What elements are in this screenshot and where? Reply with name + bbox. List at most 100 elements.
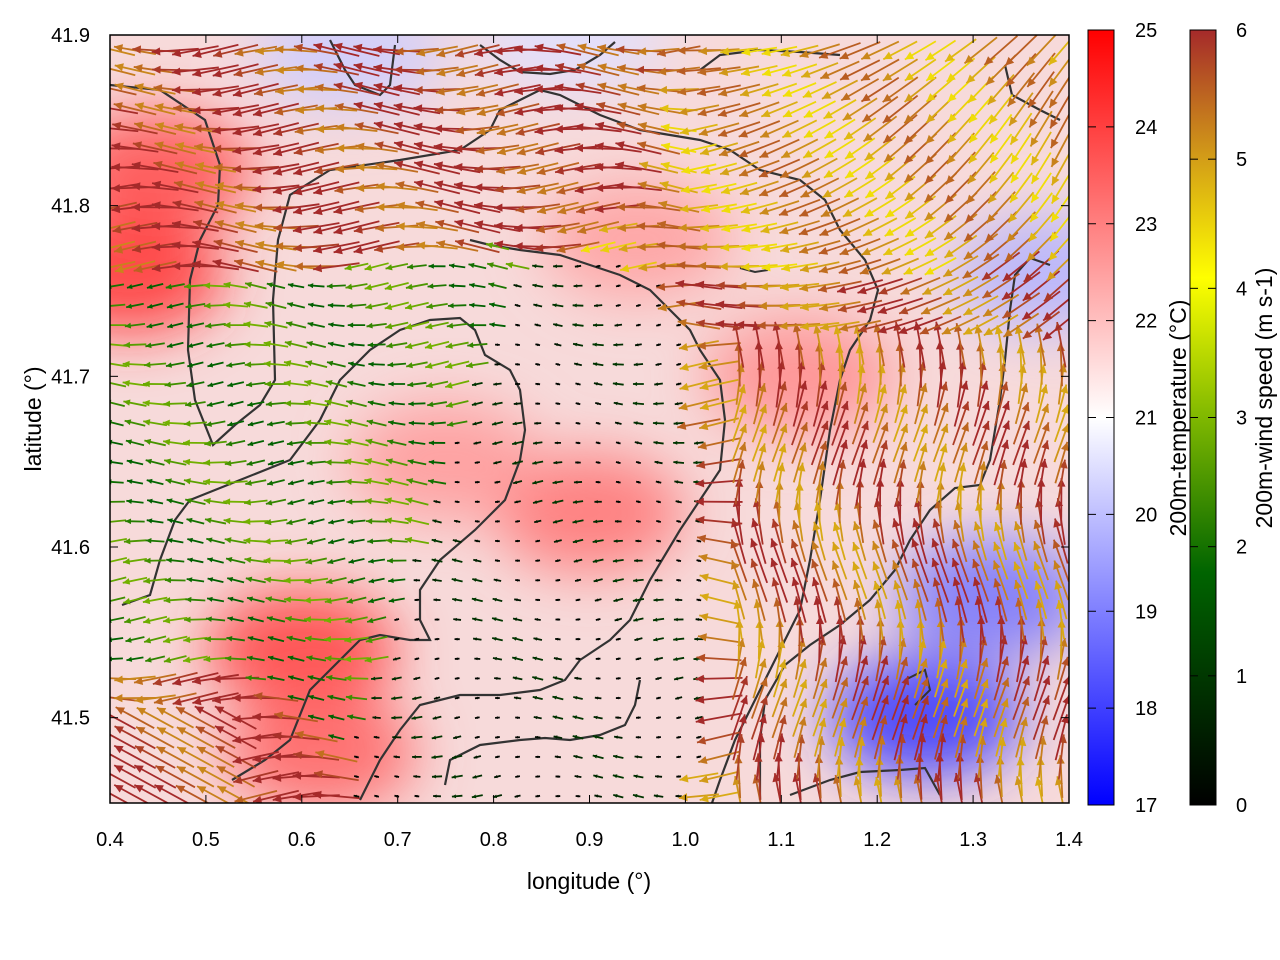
wind-arrow-608 [750, 538, 769, 584]
wind-arrow-1474 [778, 198, 821, 216]
wind-arrow-314 [635, 676, 641, 680]
wind-colorbar-tick-label-5: 5 [1236, 149, 1247, 171]
wind-arrow-121 [612, 754, 624, 759]
wind-arrow-1454 [375, 203, 418, 212]
wind-arrow-634 [306, 537, 326, 545]
wind-arrow-1710 [697, 103, 741, 117]
wind-arrow-146 [135, 726, 175, 749]
wind-arrow-245 [192, 692, 239, 706]
wind-arrow-575 [1053, 560, 1069, 601]
wind-arrow-1782 [212, 63, 259, 78]
wind-arrow-76 [676, 775, 682, 778]
wind-arrow-1114 [306, 341, 327, 349]
wind-arrow-1845 [514, 45, 562, 54]
wind-arrow-1260 [345, 283, 368, 290]
wind-arrow-1788 [333, 62, 380, 77]
wind-arrow-669 [1013, 521, 1028, 561]
wind-arrow-0 [110, 792, 130, 803]
wind-arrow-844 [673, 460, 685, 465]
wind-arrow-1697 [434, 106, 480, 115]
temperature-colorbar-tick-label-0: 17 [1135, 795, 1157, 817]
wind-arrow-1445 [194, 200, 237, 214]
wind-arrow-485 [206, 596, 225, 603]
wind-arrow-1366 [534, 243, 582, 253]
wind-arrow-110 [393, 755, 401, 759]
wind-arrow-1669 [843, 117, 877, 141]
wind-arrow-389 [204, 636, 227, 643]
wind-arrow-1335 [881, 257, 920, 275]
wind-arrow-1381 [839, 237, 881, 256]
wind-arrow-699 [656, 519, 662, 523]
wind-arrow-651 [656, 539, 662, 543]
wind-arrow-70 [555, 775, 561, 778]
wind-arrow-1314 [468, 262, 487, 270]
wind-arrow-909 [1012, 420, 1030, 466]
wind-arrow-905 [932, 423, 949, 463]
wind-arrow-926 [388, 420, 406, 426]
wind-arrow-996 [833, 381, 848, 426]
wind-arrow-925 [366, 419, 387, 427]
wind-arrow-286 [1032, 675, 1051, 721]
wind-arrow-1005 [1014, 383, 1029, 425]
wind-arrow-850 [792, 442, 807, 483]
wind-arrow-792 [595, 480, 601, 484]
wind-arrow-680 [264, 518, 288, 526]
wind-arrow-1126 [554, 343, 562, 347]
wind-arrow-1687 [232, 102, 279, 117]
wind-arrow-515 [811, 576, 827, 623]
wind-arrow-747 [656, 500, 662, 504]
wind-arrow-111 [412, 755, 422, 759]
wind-arrow-569 [931, 557, 950, 603]
wind-arrow-739 [494, 500, 500, 504]
wind-arrow-1610 [615, 141, 662, 155]
wind-colorbar-tick-label-6: 6 [1236, 20, 1247, 42]
wind-colorbar-ticks [1190, 29, 1216, 806]
wind-arrow-446 [394, 618, 400, 621]
wind-arrow-304 [434, 676, 440, 680]
wind-arrow-687 [404, 516, 430, 526]
wind-arrow-256 [433, 696, 441, 700]
x-tick-label-8: 1.2 [863, 829, 891, 851]
wind-arrow-1520 [739, 180, 779, 196]
wind-arrow-595 [494, 559, 501, 563]
wind-arrow-1587 [154, 141, 197, 155]
temperature-colorbar-tick-label-6: 23 [1135, 214, 1157, 236]
wind-arrow-231 [891, 695, 910, 741]
wind-arrow-1457 [434, 199, 481, 215]
wind-arrow-809 [936, 462, 947, 502]
temperature-colorbar-label: 200m-temperature (°C) [1165, 300, 1191, 537]
wind-arrow-897 [771, 423, 788, 463]
wind-arrow-1065 [283, 360, 309, 368]
wind-arrow-519 [893, 580, 907, 620]
wind-arrow-303 [413, 676, 421, 681]
wind-arrow-871 [247, 439, 265, 447]
wind-arrow-315 [655, 676, 662, 681]
x-tick-label-4: 0.8 [480, 829, 508, 851]
wind-arrow-570 [951, 557, 970, 603]
wind-arrow-99 [156, 745, 195, 768]
wind-arrow-1713 [760, 101, 798, 118]
wind-arrow-1164 [347, 322, 366, 328]
wind-arrow-517 [852, 579, 867, 620]
wind-arrow-1302 [212, 258, 259, 273]
wind-arrow-1661 [679, 123, 718, 136]
wind-arrow-1776 [110, 67, 136, 77]
wind-arrow-234 [953, 698, 969, 738]
wind-arrow-540 [347, 577, 366, 584]
wind-arrow-1188 [819, 321, 860, 332]
wind-arrow-209 [454, 716, 461, 720]
wind-arrow-500 [514, 598, 522, 602]
wind-arrow-24 [594, 794, 603, 798]
wind-arrow-301 [370, 676, 383, 681]
wind-arrow-802 [795, 462, 806, 502]
wind-arrow-502 [555, 598, 561, 602]
wind-arrow-1244 [982, 293, 1020, 318]
wind-arrow-233 [932, 696, 949, 739]
wind-arrow-981 [535, 402, 541, 406]
wind-arrow-1004 [994, 381, 1009, 426]
wind-arrow-1208 [265, 301, 287, 309]
wind-arrow-221 [694, 715, 703, 720]
wind-arrow-63 [413, 774, 421, 779]
wind-arrow-967 [247, 401, 265, 407]
wind-arrow-1570 [779, 157, 820, 179]
